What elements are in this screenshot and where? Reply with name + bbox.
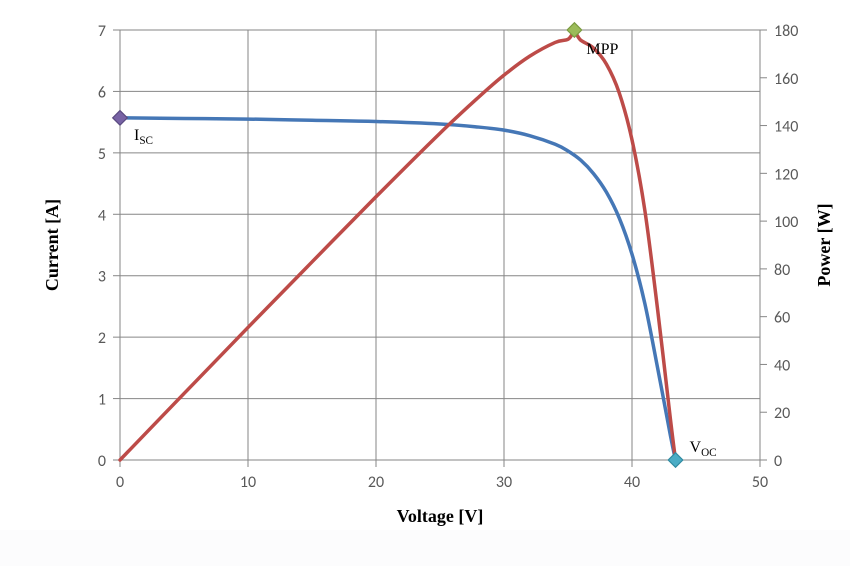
x-tick-label: 0 (116, 473, 124, 492)
y-right-tick-label: 60 (774, 309, 790, 328)
y-right-axis-label: Power [W] (814, 203, 834, 286)
y-left-tick-label: 3 (98, 268, 106, 287)
y-right-tick-label: 120 (774, 165, 798, 184)
y-right-tick-label: 80 (774, 261, 790, 280)
x-tick-label: 30 (496, 473, 512, 492)
iv-pv-chart: 0 10 20 30 40 50 0 1 2 3 4 5 6 7 0 20 40 60 80 100 120 140 160… (0, 0, 850, 566)
x-tick-label: 20 (368, 473, 384, 492)
y-left-tick-label: 7 (98, 22, 106, 41)
y-right-tick-label: 40 (774, 356, 790, 375)
y-left-tick-label: 2 (98, 329, 106, 348)
y-left-tick-label: 6 (98, 83, 106, 102)
y-left-axis-label: Current [A] (42, 199, 62, 291)
y-right-tick-label: 160 (774, 70, 798, 89)
y-right-tick-label: 0 (774, 452, 782, 471)
y-right-tick-label: 100 (774, 213, 798, 232)
y-right-tick-label: 180 (774, 22, 798, 41)
y-right-tick-label: 140 (774, 118, 798, 137)
x-tick-label: 40 (624, 473, 640, 492)
y-right-tick-label: 20 (774, 404, 790, 423)
y-left-tick-label: 4 (98, 206, 106, 225)
y-left-tick-label: 5 (98, 145, 106, 164)
y-left-tick-label: 1 (98, 391, 106, 410)
x-tick-label: 50 (752, 473, 768, 492)
x-axis-label: Voltage [V] (397, 506, 484, 526)
y-left-tick-label: 0 (98, 452, 106, 471)
marker-label-mpp: MPP (586, 41, 618, 58)
x-tick-label: 10 (240, 473, 256, 492)
